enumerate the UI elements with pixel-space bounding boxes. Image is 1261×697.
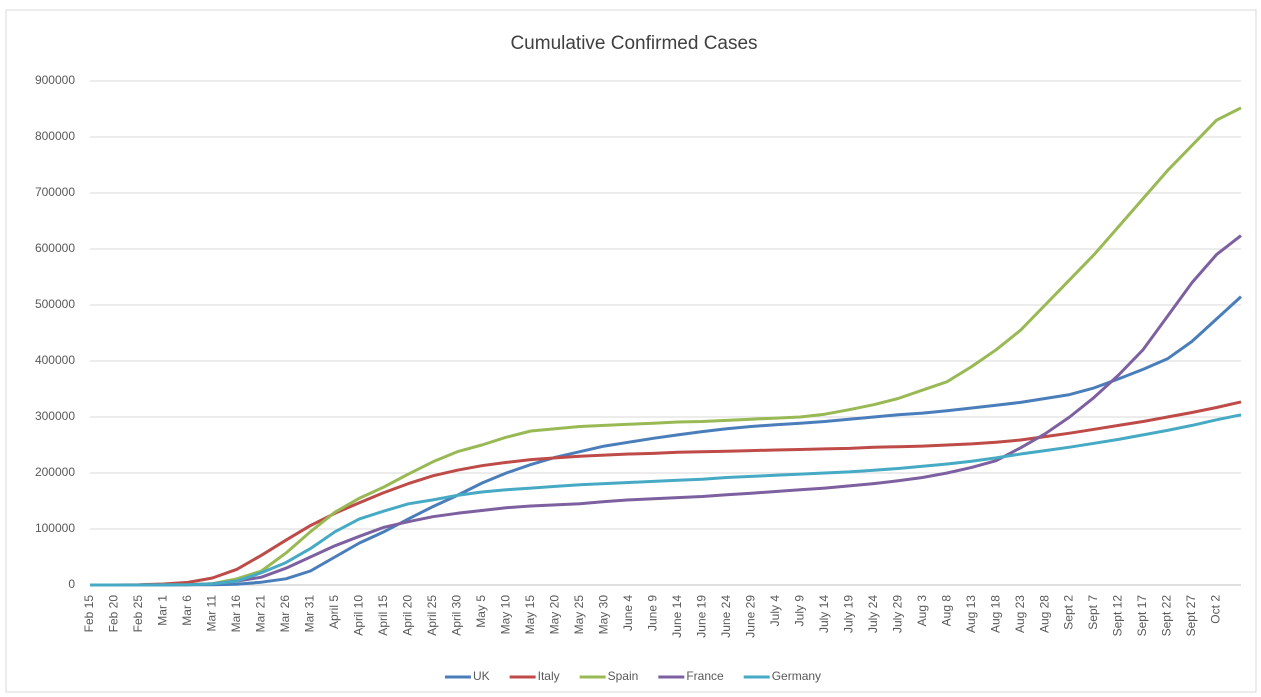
x-tick-label: Aug 18	[988, 595, 1002, 633]
y-tick-label: 400000	[35, 353, 75, 367]
x-tick-label: June 19	[694, 595, 708, 638]
x-tick-label: June 9	[645, 595, 659, 631]
x-tick-label: May 15	[523, 595, 537, 635]
x-tick-label: Sept 27	[1184, 595, 1198, 637]
x-tick-label: June 29	[743, 595, 757, 638]
x-tick-label: Aug 3	[915, 595, 929, 627]
x-tick-label: Sept 17	[1135, 595, 1149, 637]
x-tick-label: July 14	[817, 595, 831, 633]
y-tick-label: 0	[68, 577, 75, 591]
x-tick-label: April 10	[352, 595, 366, 636]
x-tick-label: July 9	[792, 595, 806, 627]
series-line	[90, 400, 1242, 587]
series-line	[90, 106, 1242, 587]
x-tick-label: Aug 28	[1037, 595, 1051, 633]
x-tick-label: May 20	[547, 595, 561, 635]
y-tick-label: 300000	[35, 409, 75, 423]
y-tick-label: 200000	[35, 465, 75, 479]
x-tick-label: July 4	[768, 595, 782, 627]
y-tick-label: 600000	[35, 241, 75, 255]
x-tick-label: June 4	[621, 595, 635, 631]
x-tick-label: Feb 20	[107, 595, 121, 633]
x-tick-label: Sept 2	[1062, 595, 1076, 630]
legend-label: UK	[473, 669, 490, 683]
x-tick-label: Oct 2	[1209, 595, 1223, 624]
x-tick-label: Mar 26	[278, 595, 292, 633]
x-tick-label: Feb 25	[131, 595, 145, 633]
y-tick-label: 500000	[35, 297, 75, 311]
x-tick-label: Aug 8	[939, 595, 953, 627]
x-tick-label: Mar 1	[156, 595, 170, 626]
series-line	[90, 295, 1243, 587]
y-tick-label: 900000	[35, 73, 75, 87]
x-tick-label: Aug 23	[1013, 595, 1027, 633]
chart-title: Cumulative Confirmed Cases	[510, 33, 757, 54]
x-tick-label: July 19	[841, 595, 855, 633]
x-tick-label: May 25	[572, 595, 586, 635]
x-tick-label: Mar 6	[180, 595, 194, 626]
legend-label: France	[686, 669, 724, 683]
legend-label: Germany	[772, 669, 821, 683]
x-tick-label: April 15	[376, 595, 390, 636]
x-tick-label: Aug 13	[964, 595, 978, 633]
x-tick-label: April 5	[327, 595, 341, 629]
x-tick-label: June 14	[670, 595, 684, 638]
legend-label: Italy	[538, 669, 560, 683]
x-tick-label: May 30	[596, 595, 610, 635]
y-tick-label: 700000	[35, 185, 75, 199]
x-tick-label: April 25	[425, 595, 439, 636]
series-line	[90, 234, 1242, 587]
x-tick-label: May 5	[474, 595, 488, 628]
x-tick-label: Feb 15	[82, 595, 96, 633]
x-tick-label: Mar 16	[229, 595, 243, 633]
x-tick-label: Sept 22	[1160, 595, 1174, 637]
y-tick-label: 100000	[35, 521, 75, 535]
x-tick-label: Mar 11	[205, 595, 219, 632]
x-tick-label: Mar 21	[254, 595, 268, 633]
x-tick-label: Sept 12	[1111, 595, 1125, 637]
x-tick-label: June 24	[719, 595, 733, 638]
x-tick-label: Mar 31	[303, 595, 317, 633]
chart-border	[5, 9, 1257, 693]
y-tick-label: 800000	[35, 129, 75, 143]
x-tick-label: April 30	[450, 595, 464, 636]
x-tick-label: Sept 7	[1086, 595, 1100, 630]
x-tick-label: July 24	[866, 595, 880, 633]
legend-label: Spain	[608, 669, 639, 683]
series-line	[90, 413, 1242, 587]
x-tick-label: April 20	[401, 595, 415, 636]
x-tick-label: July 29	[890, 595, 904, 633]
x-tick-label: May 10	[498, 595, 512, 635]
